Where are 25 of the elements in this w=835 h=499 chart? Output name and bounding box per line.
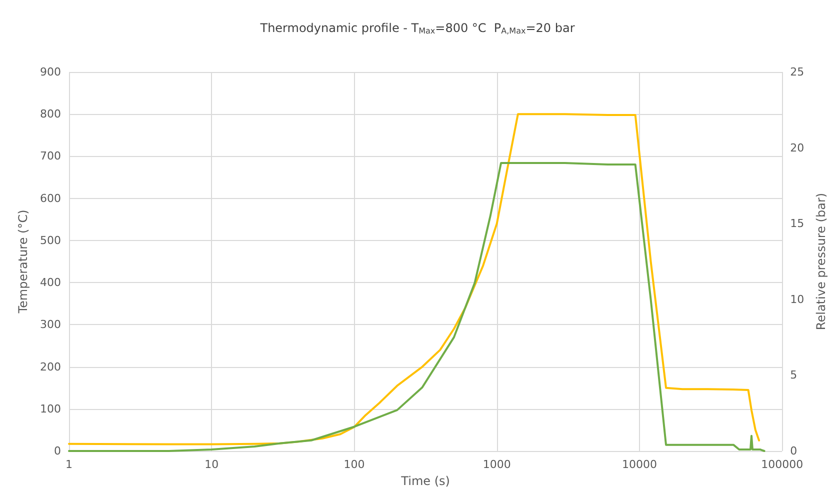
- x-tick-label: 100: [344, 458, 365, 471]
- y2-tick-label: 20: [790, 141, 804, 154]
- y-tick-label: 0: [54, 444, 61, 458]
- x-tick-label: 10: [204, 458, 219, 471]
- x-tick-label: 10000: [622, 458, 657, 471]
- y-tick-label: 400: [40, 276, 61, 290]
- y2-tick-label: 25: [790, 66, 804, 78]
- y2-tick-label: 0: [790, 444, 798, 458]
- y-tick-label: 200: [40, 360, 61, 374]
- y2-tick-label: 15: [790, 217, 804, 230]
- y-tick-label: 600: [40, 192, 61, 205]
- y2-tick-label: 10: [790, 292, 804, 306]
- y-axis-title: Temperature (°C): [16, 210, 30, 314]
- y-tick-label: 900: [40, 66, 61, 78]
- y-tick-label: 100: [40, 402, 61, 416]
- y2-tick-label: 5: [790, 368, 798, 382]
- y-tick-label: 300: [40, 318, 61, 332]
- y-tick-label: 700: [40, 150, 61, 163]
- y-tick-label: 800: [40, 108, 61, 121]
- x-tick-label: 100000: [761, 458, 804, 471]
- x-tick-label: 1000: [482, 458, 511, 471]
- x-tick-label: 1: [66, 458, 72, 471]
- y2-axis-title: Relative pressure (bar): [814, 192, 828, 330]
- y-tick-label: 500: [40, 234, 61, 247]
- x-axis-title: Time (s): [400, 474, 450, 488]
